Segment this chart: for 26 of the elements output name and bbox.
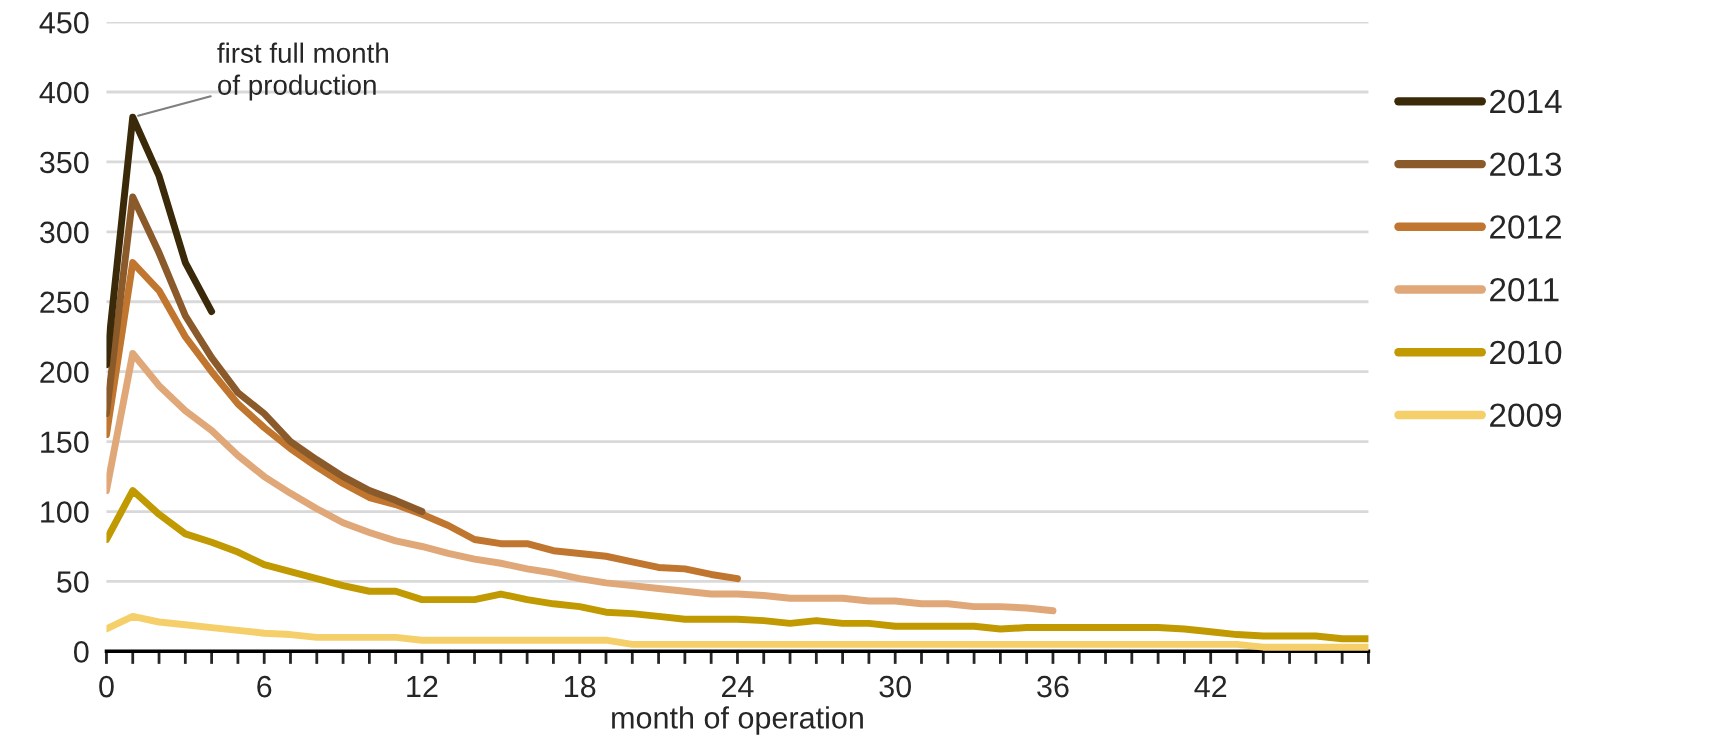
- x-tick-label: 0: [99, 675, 114, 698]
- y-tick-label: 350: [39, 151, 89, 174]
- x-tick-label: 42: [1194, 675, 1227, 698]
- x-tick-label: 6: [257, 675, 272, 698]
- y-tick-label: 450: [39, 11, 89, 34]
- legend-label: 2011: [1490, 277, 1559, 302]
- y-tick-label: 250: [40, 291, 89, 314]
- legend-label: 2013: [1490, 152, 1562, 177]
- y-tick-label: 300: [39, 221, 89, 244]
- x-tick-label: 18: [565, 675, 596, 698]
- x-tick-label: 36: [1037, 675, 1069, 698]
- y-tick-label: 50: [57, 571, 89, 593]
- y-tick-label: 100: [41, 501, 89, 523]
- legend-label: 2009: [1490, 403, 1562, 427]
- x-axis-title: month of operation: [612, 706, 863, 735]
- legend-label: 2012: [1490, 215, 1561, 239]
- y-tick-label: 400: [39, 81, 89, 104]
- annotation: first full month of production: [217, 42, 388, 101]
- y-tick-label: 0: [73, 641, 89, 663]
- legend-label: 2014: [1490, 89, 1562, 114]
- x-tick-label: 30: [879, 675, 911, 698]
- x-tick-label: 12: [407, 675, 438, 698]
- y-tick-label: 200: [40, 361, 89, 384]
- x-tick-label: 24: [722, 675, 754, 698]
- legend-label: 2010: [1490, 340, 1562, 365]
- y-tick-label: 150: [41, 431, 89, 453]
